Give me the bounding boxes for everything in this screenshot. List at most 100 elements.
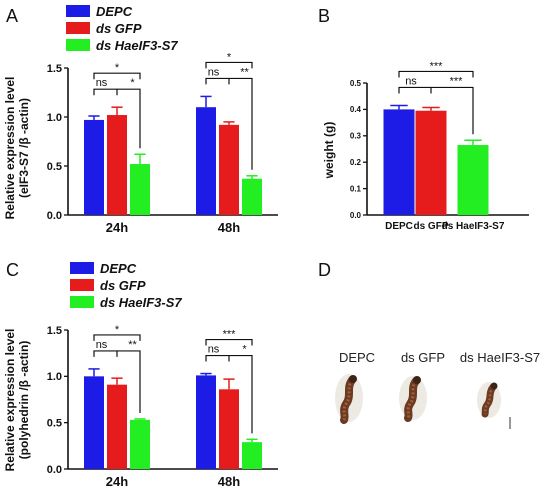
legend-a-swatch-dsgfp <box>66 22 90 34</box>
chart-c-24h-sig-bracket-outer <box>93 334 141 341</box>
panel-letter-d: D <box>318 260 331 280</box>
chart-a-y-axis-label: (eIF3-S7 /β -actin) <box>17 98 31 198</box>
chart-a-48h-sig-label-ns: ns <box>208 66 220 78</box>
chart-b-x-category-label: ds GFP <box>413 221 448 232</box>
chart-c-48h-depc-bar <box>196 375 216 469</box>
chart-a-x-category-label: 24h <box>106 220 128 235</box>
chart-c-24h-dsgfp-bar <box>107 384 127 469</box>
chart-a-24h-depc-bar <box>84 119 104 215</box>
legend-a: DEPC ds GFP ds HaeIF3-S7 <box>66 4 178 53</box>
chart-b-sig-label-outer: *** <box>430 60 444 72</box>
legend-c-swatch-dsgfp <box>70 279 94 291</box>
chart-b-dshaeif3-s7-bar <box>457 145 489 215</box>
chart-c-y-tick-label: 1.0 <box>47 371 62 383</box>
chart-a-y-tick-label: 1.5 <box>47 63 62 75</box>
chart-c-y-tick-label: 1.5 <box>47 325 62 337</box>
chart-c-x-category-label: 24h <box>106 474 128 489</box>
chart-b-y-tick-label: 0.0 <box>350 211 362 220</box>
chart-b-depc-bar <box>383 109 415 215</box>
legend-a-label-dsgfp: ds GFP <box>96 21 142 36</box>
chart-b-y-tick-label: 0.4 <box>350 105 362 114</box>
chart-b-y-tick-label: 0.1 <box>350 184 362 193</box>
chart-b-y-axis-label: weight (g) <box>322 122 336 180</box>
chart-b-sig-bracket-ns <box>398 86 432 94</box>
chart-a-y-tick-label: 0.0 <box>47 210 62 222</box>
chart-a-24h-sig-label-outer: * <box>115 62 120 74</box>
chart-a-48h-sig-label-inner: ** <box>240 66 249 78</box>
chart-b-x-category-label: ds HaeIF3-S7 <box>442 221 505 232</box>
chart-c-24h-sig-label-ns: ns <box>96 339 108 351</box>
chart-c-x-category-label: 48h <box>218 474 240 489</box>
chart-a-y-axis-label: Relative expression level <box>3 77 17 220</box>
chart-c-48h-dshaeif3-s7-bar <box>242 442 262 469</box>
chart-c-48h-dsgfp-bar <box>219 389 239 469</box>
chart-a-48h-dshaeif3-s7-bar <box>242 178 262 215</box>
chart-c-24h-depc-bar <box>84 376 104 469</box>
chart-a-48h-dsgfp-bar <box>219 124 239 215</box>
chart-b-weight: 0.0 0.1 0.2 0.3 0.4 0.5 weight (g) DEPC ds GFPds… <box>322 60 529 232</box>
legend-a-label-depc: DEPC <box>96 4 133 19</box>
chart-a-48h-depc-bar <box>196 107 216 215</box>
chart-a-48h-sig-bracket-ns <box>205 77 230 85</box>
chart-a-48h-sig-bracket-inner <box>229 77 253 170</box>
legend-a-swatch-depc <box>66 5 90 17</box>
chart-c-24h-sig-bracket-inner <box>117 350 141 413</box>
chart-c-y-tick-label: 0.0 <box>47 464 62 476</box>
photo-label-dsgfp: ds GFP <box>401 350 445 365</box>
chart-c-24h-sig-label-outer: * <box>115 324 120 336</box>
legend-c-label-dsgfp: ds GFP <box>100 278 146 293</box>
chart-a-24h-sig-bracket-outer <box>93 72 141 80</box>
chart-c-48h-sig-bracket-ns <box>205 354 230 362</box>
legend-c-label-depc: DEPC <box>100 261 137 276</box>
legend-c-swatch-dshaeif3 <box>70 296 94 308</box>
photo-label-dshaeif3: ds HaeIF3-S7 <box>460 350 540 365</box>
chart-c-48h-sig-label-outer: *** <box>223 329 237 341</box>
chart-c-y-axis-label: (polyhedrin /β -actin) <box>17 341 31 460</box>
chart-c-48h-sig-bracket-outer <box>205 338 253 346</box>
chart-c-y-axis-label: Relative expression level <box>3 329 17 472</box>
chart-b-dsgfp-bar <box>415 110 447 215</box>
legend-a-swatch-dshaeif3 <box>66 39 90 51</box>
chart-c-48h-sig-label-ns: ns <box>208 344 220 356</box>
chart-b-sig-bracket-inner <box>431 86 474 135</box>
chart-a-24h-dshaeif3-s7-bar <box>130 164 150 215</box>
chart-c-y-tick-label: 0.5 <box>47 418 62 430</box>
chart-b-y-tick-label: 0.2 <box>350 158 362 167</box>
chart-c-expression-polyhedrin: 0.0 0.5 1.0 1.5 Relative expression level (po… <box>3 324 278 489</box>
chart-c-24h-dshaeif3-s7-bar <box>130 419 150 469</box>
chart-a-24h-sig-label-inner: * <box>130 77 135 89</box>
chart-c-24h-sig-label-inner: ** <box>128 339 137 351</box>
larva-depc-image <box>335 374 363 424</box>
chart-b-x-category-label: DEPC <box>385 221 413 232</box>
chart-a-24h-sig-bracket-inner <box>117 88 141 149</box>
legend-c-label-dshaeif3: ds HaeIF3-S7 <box>100 295 182 310</box>
panel-letter-c: C <box>6 260 19 280</box>
chart-a-x-category-label: 48h <box>218 220 240 235</box>
photo-label-depc: DEPC <box>339 350 375 365</box>
chart-a-y-tick-label: 1.0 <box>47 112 62 124</box>
chart-a-y-tick-label: 0.5 <box>47 161 62 173</box>
chart-a-24h-sig-label-ns: ns <box>96 77 108 89</box>
chart-c-48h-sig-label-inner: * <box>242 344 247 356</box>
chart-a-48h-sig-label-outer: * <box>227 51 232 63</box>
panel-letter-b: B <box>318 6 330 26</box>
panel-d-larvae-photo: DEPC ds GFP ds HaeIF3-S7 <box>335 350 540 429</box>
legend-c-swatch-depc <box>70 262 94 274</box>
chart-a-48h-sig-bracket-outer <box>205 61 253 69</box>
legend-a-label-dshaeif3: ds HaeIF3-S7 <box>96 38 178 53</box>
chart-b-y-tick-label: 0.5 <box>350 79 362 88</box>
chart-b-y-tick-label: 0.3 <box>350 132 362 141</box>
larva-dshaeif3-image <box>477 382 501 418</box>
chart-a-24h-dsgfp-bar <box>107 115 127 215</box>
chart-b-sig-bracket-outer <box>398 70 474 78</box>
panel-letter-a: A <box>6 6 18 26</box>
chart-c-24h-sig-bracket-ns <box>93 350 118 357</box>
chart-a-expression-eif3: 0.0 0.5 1.0 1.5 Relative expression level (eI… <box>3 51 278 235</box>
chart-b-sig-label-inner: *** <box>450 75 464 87</box>
chart-b-sig-label-ns: ns <box>405 75 417 87</box>
chart-a-24h-sig-bracket-ns <box>93 88 118 96</box>
larva-dsgfp-image <box>399 376 427 422</box>
chart-c-48h-sig-bracket-inner <box>229 354 253 434</box>
legend-c: DEPC ds GFP ds HaeIF3-S7 <box>70 261 182 310</box>
